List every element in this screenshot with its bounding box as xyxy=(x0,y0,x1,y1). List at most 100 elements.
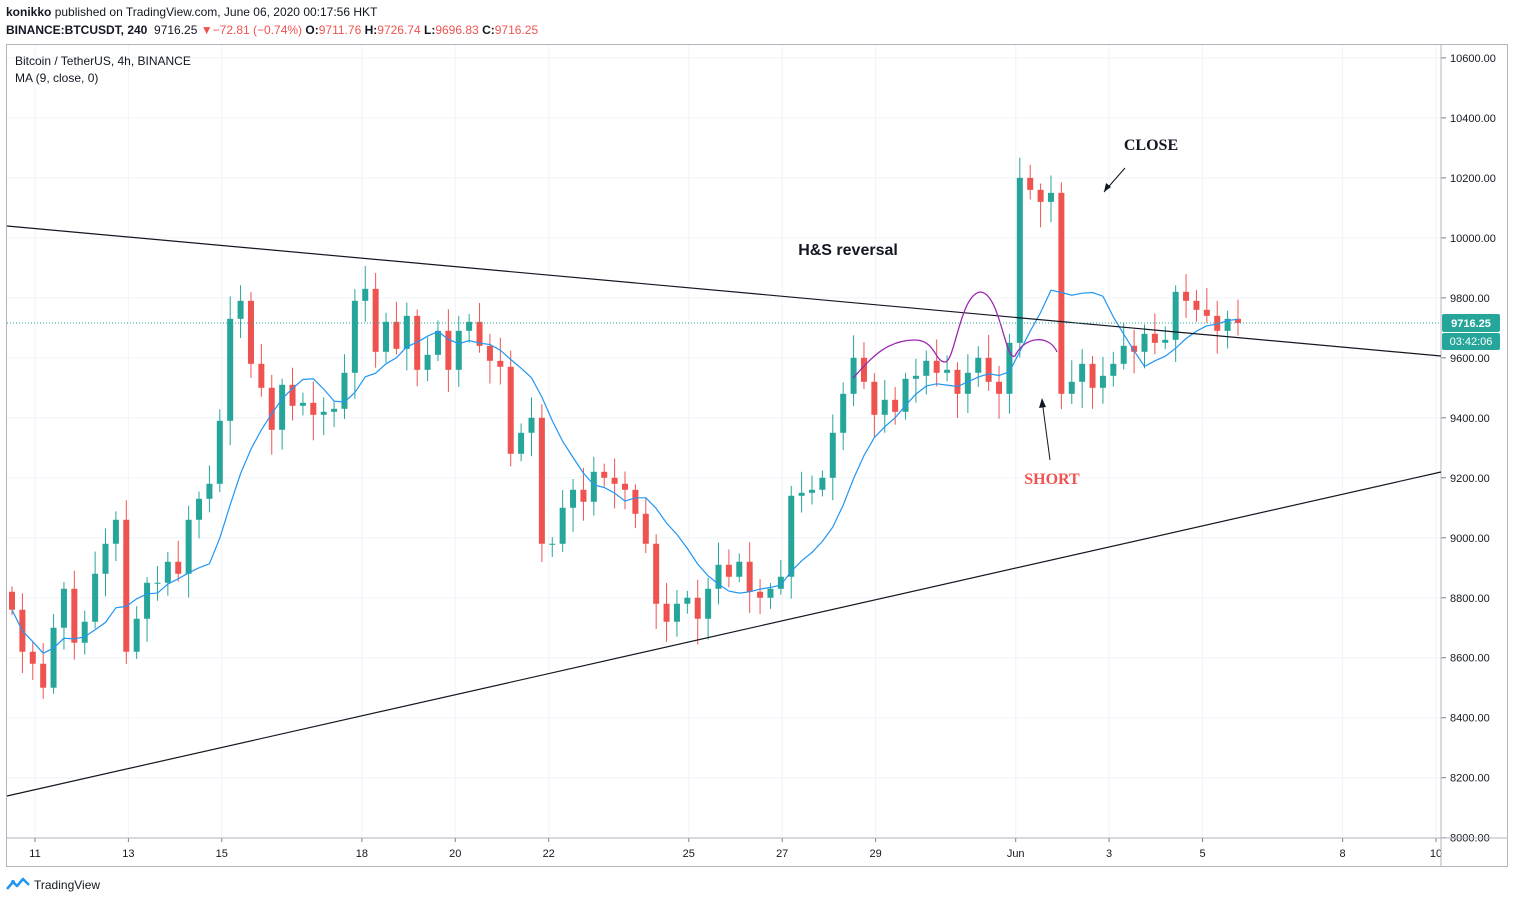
candle-body xyxy=(1203,309,1210,316)
candle-body xyxy=(549,543,556,545)
candle-body xyxy=(268,387,275,430)
candle-body xyxy=(996,381,1003,394)
candle-body xyxy=(1151,333,1158,343)
candle-body xyxy=(705,588,712,619)
candle-body xyxy=(985,357,992,382)
publisher-user[interactable]: konikko xyxy=(6,5,52,19)
candle-body xyxy=(175,561,182,574)
candle-body xyxy=(1162,339,1169,343)
candle-body xyxy=(736,561,743,577)
x-tick-label: 27 xyxy=(776,848,788,860)
candle-body xyxy=(247,300,254,364)
candle-body xyxy=(476,321,483,346)
candle-body xyxy=(892,399,899,412)
candle-body xyxy=(227,318,234,421)
candle-body xyxy=(611,477,618,484)
x-tick-label: 25 xyxy=(683,848,695,860)
candle-body xyxy=(1224,318,1231,331)
y-tick-label: 8400.00 xyxy=(1450,713,1490,725)
candle-body xyxy=(362,288,369,301)
candle-body xyxy=(320,411,327,415)
change-text: −72.81 (−0.74%) xyxy=(212,23,303,37)
candle-body xyxy=(809,489,816,493)
candle-body xyxy=(144,582,151,619)
candle-body xyxy=(1006,342,1013,394)
candle-body xyxy=(1131,345,1138,352)
y-tick-label: 9200.00 xyxy=(1450,473,1490,485)
candle-body xyxy=(819,477,826,490)
candle-body xyxy=(164,561,171,583)
candle-body xyxy=(383,321,390,352)
high-value: 9726.74 xyxy=(377,23,421,37)
candle-body xyxy=(601,471,608,478)
short-arrow xyxy=(1041,399,1051,461)
y-tick-label: 8600.00 xyxy=(1450,653,1490,665)
candle-body xyxy=(1068,381,1075,394)
y-tick-label: 9400.00 xyxy=(1450,413,1490,425)
candle-body xyxy=(289,384,296,406)
candle-body xyxy=(92,573,99,622)
tradingview-brand[interactable]: TradingView xyxy=(34,878,101,892)
candle-body xyxy=(1058,192,1065,394)
candle-body xyxy=(1089,363,1096,388)
close-arrow-head xyxy=(1104,183,1111,192)
candle-body xyxy=(50,627,57,688)
candle-body xyxy=(206,483,213,499)
candle-body xyxy=(154,582,161,584)
candle-body xyxy=(715,564,722,589)
publisher-line: konikko published on TradingView.com, Ju… xyxy=(6,4,538,20)
close-annotation-label: CLOSE xyxy=(1124,137,1178,154)
hs-pattern-curve xyxy=(852,291,1058,379)
candle-body xyxy=(133,618,140,652)
x-tick-label: 13 xyxy=(122,848,134,860)
candle-body xyxy=(81,621,88,643)
candle-body xyxy=(840,393,847,433)
x-tick-label: Jun xyxy=(1007,848,1025,860)
candle-body xyxy=(331,408,338,412)
candle-body xyxy=(746,561,753,592)
candle-body xyxy=(1027,177,1034,190)
legend-title: Bitcoin / TetherUS, 4h, BINANCE xyxy=(15,54,191,68)
x-tick-label: 8 xyxy=(1340,848,1346,860)
candle-body xyxy=(725,564,732,577)
y-tick-label: 10400.00 xyxy=(1450,113,1496,125)
candle-body xyxy=(673,603,680,622)
candle-body xyxy=(237,300,244,319)
candle-body xyxy=(1141,333,1148,352)
y-tick-label: 8200.00 xyxy=(1450,773,1490,785)
candle-body xyxy=(393,321,400,349)
ma-line xyxy=(11,289,1239,654)
candle-body xyxy=(299,402,306,406)
last-price-label: 9716.25 xyxy=(1451,318,1491,330)
candle-body xyxy=(528,417,535,433)
candle-body xyxy=(185,519,192,574)
candle-body xyxy=(923,360,930,376)
candle-body xyxy=(590,471,597,502)
y-tick-label: 10600.00 xyxy=(1450,53,1496,65)
candle-body xyxy=(964,372,971,394)
x-tick-label: 11 xyxy=(29,848,40,860)
publisher-text: published on TradingView.com, June 06, 2… xyxy=(51,5,378,19)
candle-body xyxy=(196,498,203,520)
candle-body xyxy=(538,417,545,544)
last-price-badge xyxy=(1442,313,1500,332)
candle-body xyxy=(559,507,566,544)
candle-body xyxy=(694,597,701,619)
chart-frame xyxy=(6,44,1508,867)
candle-body xyxy=(455,330,462,370)
candle-body xyxy=(622,483,628,490)
upper-trendline xyxy=(6,225,1442,357)
candle-body xyxy=(341,372,348,409)
candle-body xyxy=(570,489,577,508)
candle-body xyxy=(518,432,525,454)
candle-body xyxy=(372,288,379,352)
candle-body xyxy=(580,489,587,502)
candle-body xyxy=(1016,177,1023,343)
candle-body xyxy=(871,381,878,415)
candle-body xyxy=(507,366,514,454)
publish-header: konikko published on TradingView.com, Ju… xyxy=(6,4,538,38)
tradingview-logo-icon[interactable] xyxy=(6,877,30,893)
y-tick-label: 9600.00 xyxy=(1450,353,1490,365)
candle-body xyxy=(632,489,639,514)
